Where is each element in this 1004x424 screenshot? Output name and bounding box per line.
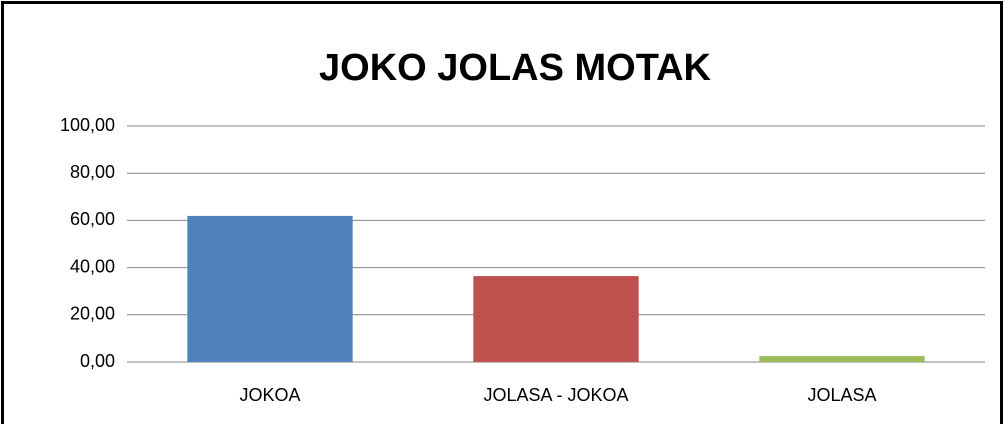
x-tick-label: JOKOA xyxy=(239,385,300,405)
chart-title: JOKO JOLAS MOTAK xyxy=(319,47,712,89)
y-tick-label: 60,00 xyxy=(70,209,115,229)
y-tick-label: 20,00 xyxy=(70,304,115,324)
bar xyxy=(187,215,353,362)
y-tick-label: 100,00 xyxy=(60,115,115,135)
bar xyxy=(759,356,925,362)
x-tick-label: JOLASA - JOKOA xyxy=(483,385,628,405)
y-tick-label: 0,00 xyxy=(80,351,115,371)
y-tick-label: 80,00 xyxy=(70,162,115,182)
y-tick-label: 40,00 xyxy=(70,256,115,276)
bar xyxy=(473,276,639,362)
x-tick-label: JOLASA xyxy=(807,385,876,405)
